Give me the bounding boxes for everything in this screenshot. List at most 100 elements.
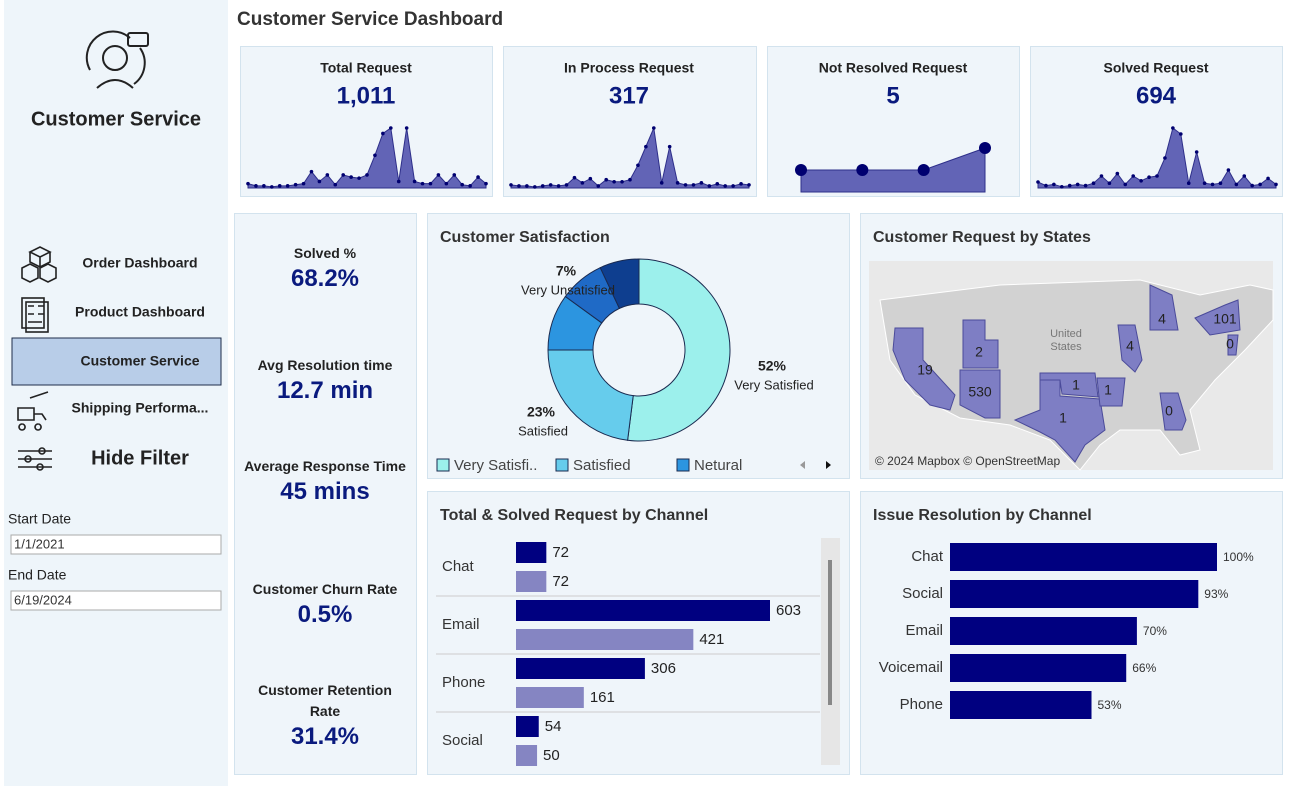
metric-label: Average Response Time [244,458,406,474]
data-label: 306 [651,660,676,677]
dashboard-title: Customer Service Dashboard [237,9,503,30]
sparkline-area [800,147,986,193]
sparkline-point [540,184,545,188]
sparkline-point [675,181,680,185]
legend-label: Netural [694,457,742,474]
metric: Solved % 68.2% [244,243,406,294]
metric-value: 0.5% [297,601,353,628]
sparkline-point [628,177,632,182]
nav-item[interactable]: Shipping Performa... [72,400,209,416]
bar [516,716,539,737]
sparkline-point [293,182,298,187]
chart-title: Customer Satisfaction [440,229,610,246]
filter-input[interactable] [10,534,222,555]
category-label: Phone [900,696,943,713]
map-region-label: United States [1050,328,1082,353]
data-label: 66% [1132,661,1156,675]
legend-label: Very Satisfi.. [454,457,537,474]
chart-title: Issue Resolution by Channel [873,507,1092,524]
sparkline-point [572,175,577,180]
slice-name: Very Unsatisfied [521,282,615,297]
sparkline-point [715,182,720,186]
sparkline-area [1037,127,1277,189]
sparkline-point [365,173,369,177]
metric: Average Response Time 45 mins [244,456,406,507]
category-label: Email [905,622,943,639]
category-label: Phone [442,674,485,691]
state-region [962,319,999,369]
pie-slice [547,349,634,441]
legend-swatch [436,458,450,472]
sparkline-point [1194,150,1199,154]
state-region [892,327,956,411]
state-region [959,369,1001,419]
sparkline-point [404,126,409,130]
sparkline-point [325,173,330,177]
sparkline-point [739,182,743,186]
sparkline-point [1218,181,1223,185]
sparkline-point [396,179,401,184]
sparkline-point [644,144,648,149]
sparkline-point [262,184,266,188]
sparkline-point [270,185,274,189]
data-label: 100% [1223,550,1254,564]
kpi-value: 5 [886,82,899,109]
sparkline-point [484,181,488,186]
sparkline-point [1226,168,1231,172]
state-region [1013,379,1106,463]
data-label: 54 [545,718,562,735]
sparkline-point [533,185,537,189]
sparkline-point [548,183,553,187]
state-value: 0 [1226,336,1234,352]
legend-swatch [555,458,569,472]
sparkline-point [620,179,624,184]
sparkline-point [588,176,593,181]
sparkline-point [652,126,656,130]
legend-next[interactable] [826,461,831,469]
data-label: 161 [590,689,615,706]
sparkline-point [1202,181,1207,185]
filter-label: Start Date [8,511,71,527]
metric-value: 45 mins [280,478,370,505]
sparkline-point [691,183,696,187]
nav-item[interactable]: Order Dashboard [82,255,197,271]
sparkline-point [301,181,306,186]
sparkline-point [556,184,561,188]
filter-label: End Date [8,567,67,583]
brand-title: Customer Service [31,108,201,130]
bar [516,600,770,621]
data-label: 603 [776,602,801,619]
sparkline-point [667,144,672,149]
sparkline-point [1083,183,1088,188]
sparkline-point [254,184,258,188]
state-value: 1 [1104,382,1112,398]
sparkline-point [436,173,441,177]
state-region [1194,299,1241,336]
state-region [1227,334,1239,356]
sparkline-point [731,184,735,188]
state-value: 0 [1165,403,1173,419]
sparkline-point [525,184,529,188]
sparkline-point [612,179,616,184]
sparkline-point [341,173,346,177]
data-label: 421 [699,631,724,648]
sparkline-point [659,181,664,185]
legend-prev[interactable] [800,461,805,469]
nav-item[interactable]: Customer Service [80,353,199,369]
filter-input[interactable] [10,590,222,611]
sparkline-point [917,164,930,176]
metric-value: 68.2% [290,265,360,292]
hide-filter[interactable]: Hide Filter [91,447,189,469]
sparkline-point [476,175,480,179]
sparkline-point [747,183,751,187]
bar [516,745,538,766]
filter-value: 6/19/2024 [14,592,72,607]
nav-item[interactable]: Product Dashboard [75,304,205,320]
filter-value: 1/1/2021 [14,536,65,551]
sparkline-point [1131,174,1135,178]
scrollbar-thumb[interactable] [828,560,832,705]
kpi-value: 317 [609,82,649,109]
sparkline-point [517,184,521,188]
sparkline-point [444,181,449,186]
